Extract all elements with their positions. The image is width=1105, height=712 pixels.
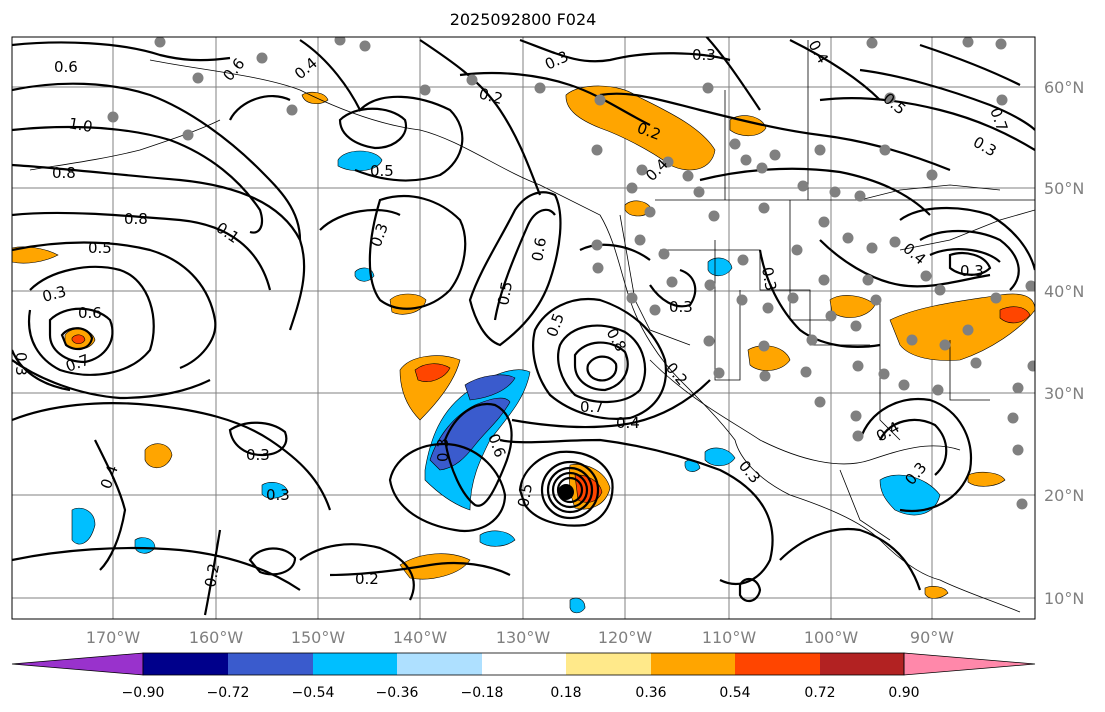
contour-label: 0.3 — [266, 486, 290, 504]
shade-negative-west — [71, 507, 96, 545]
colorbar-segment — [482, 653, 566, 675]
shade-negative-gulf — [879, 474, 941, 516]
shade-negative-mexico — [704, 447, 736, 467]
contour-label: 0.5 — [514, 482, 536, 509]
y-tick-label: 40°N — [1044, 282, 1084, 301]
contour-label: 0.3 — [40, 282, 68, 306]
x-tick-label: 110°W — [702, 628, 757, 647]
station-markers — [107, 37, 1035, 510]
colorbar-extend-low — [11, 652, 144, 676]
contour-label: 0.7 — [580, 398, 604, 416]
contour-label: 0.8 — [124, 210, 148, 228]
colorbar-segment — [735, 653, 820, 675]
colorbar-segment — [397, 653, 482, 675]
contour-label: 0.8 — [52, 164, 76, 182]
y-tick-label: 20°N — [1044, 486, 1084, 505]
map-title: 2025092800 F024 — [450, 10, 597, 29]
colorbar-tick-label: 0.90 — [888, 685, 919, 701]
y-axis-ticks: 60°N 50°N 40°N 30°N 20°N 10°N — [1044, 78, 1084, 608]
contour-label: 0.4 — [616, 414, 640, 432]
colorbar-tick-label: 0.36 — [635, 685, 666, 701]
colorbar-segment — [228, 653, 313, 675]
contour-label: 0.6 — [54, 58, 78, 76]
contour-label: 0.3 — [434, 438, 452, 462]
contour-label: 0.3 — [669, 298, 693, 316]
shade-negative-big-inner — [429, 397, 511, 471]
shade-positive-gulf — [967, 471, 1006, 487]
contour-label: 0.6 — [528, 236, 550, 263]
contour-label: 0.5 — [494, 280, 516, 307]
shade-positive-south-1 — [144, 443, 173, 468]
contour-label: 0.3 — [758, 266, 780, 293]
colorbar-segment — [651, 653, 735, 675]
shade-positive-east-core — [999, 306, 1031, 324]
contour-label: 0.2 — [477, 84, 505, 108]
x-tick-label: 100°W — [804, 628, 859, 647]
colorbar-tick-label: −0.54 — [292, 685, 335, 701]
shade-negative-nevada — [707, 257, 733, 277]
contour-label: 0.2 — [355, 570, 379, 588]
colorbar-tick-label: −0.72 — [207, 685, 250, 701]
map-content: 0.6 1.0 0.8 0.8 0.5 0.3 0.6 0.7 0.3 0.6 … — [12, 37, 1035, 619]
contour-label: 0.3 — [12, 352, 30, 376]
x-tick-label: 140°W — [393, 628, 448, 647]
x-tick-label: 90°W — [910, 628, 954, 647]
shade-negative-south-2 — [569, 597, 586, 614]
colorbar-tick-label: 0.72 — [804, 685, 835, 701]
contour-label: 1.0 — [67, 114, 94, 136]
contour-label: 0.6 — [78, 304, 102, 322]
shade-negative-west-2 — [261, 482, 289, 499]
shade-positive-south-2 — [399, 553, 471, 580]
map-frame — [11, 36, 1036, 620]
contour-label: 0.5 — [370, 162, 394, 180]
colorbar-tick-label: −0.18 — [461, 685, 504, 701]
shaded-anomaly-regions — [12, 85, 1035, 614]
x-tick-label: 160°W — [189, 628, 244, 647]
storm-center-marker — [558, 484, 574, 500]
y-tick-label: 60°N — [1044, 78, 1084, 97]
colorbar-segment — [566, 653, 651, 675]
colorbar-extend-high — [903, 652, 1036, 676]
contour-label: 0.5 — [88, 239, 112, 257]
x-tick-label: 170°W — [86, 628, 141, 647]
contours — [12, 37, 1035, 616]
shade-negative-alaska — [337, 150, 383, 172]
shade-positive-mid-core — [414, 363, 451, 382]
colorbar-segment — [143, 653, 228, 675]
contour-label: 0.2 — [201, 562, 223, 589]
shade-negative-big-top — [464, 374, 516, 401]
colorbar-segment — [820, 653, 904, 675]
y-tick-label: 30°N — [1044, 384, 1084, 403]
contour-label: 0.3 — [246, 446, 270, 464]
x-tick-label: 130°W — [496, 628, 551, 647]
contour-label: 0.3 — [960, 262, 984, 280]
shade-negative-south — [479, 530, 516, 547]
shade-positive-south-3 — [924, 586, 949, 599]
colorbar-tick-label: −0.36 — [376, 685, 419, 701]
colorbar: −0.90 −0.72 −0.54 −0.36 −0.18 0.18 0.36 … — [11, 652, 1036, 701]
y-tick-label: 50°N — [1044, 179, 1084, 198]
colorbar-tick-label: 0.18 — [550, 685, 581, 701]
colorbar-tick-label: −0.90 — [122, 685, 165, 701]
colorbar-segment — [313, 653, 397, 675]
colorbar-tick-label: 0.54 — [719, 685, 750, 701]
x-tick-label: 120°W — [598, 628, 653, 647]
shade-positive-alaska — [301, 91, 329, 104]
x-axis-ticks: 170°W 160°W 150°W 140°W 130°W 120°W 110°… — [86, 628, 954, 647]
x-tick-label: 150°W — [291, 628, 346, 647]
y-tick-label: 10°N — [1044, 589, 1084, 608]
shade-positive-canada — [565, 85, 716, 171]
shade-positive-dateline-core — [71, 334, 86, 345]
contour-label: 0.3 — [692, 46, 716, 64]
